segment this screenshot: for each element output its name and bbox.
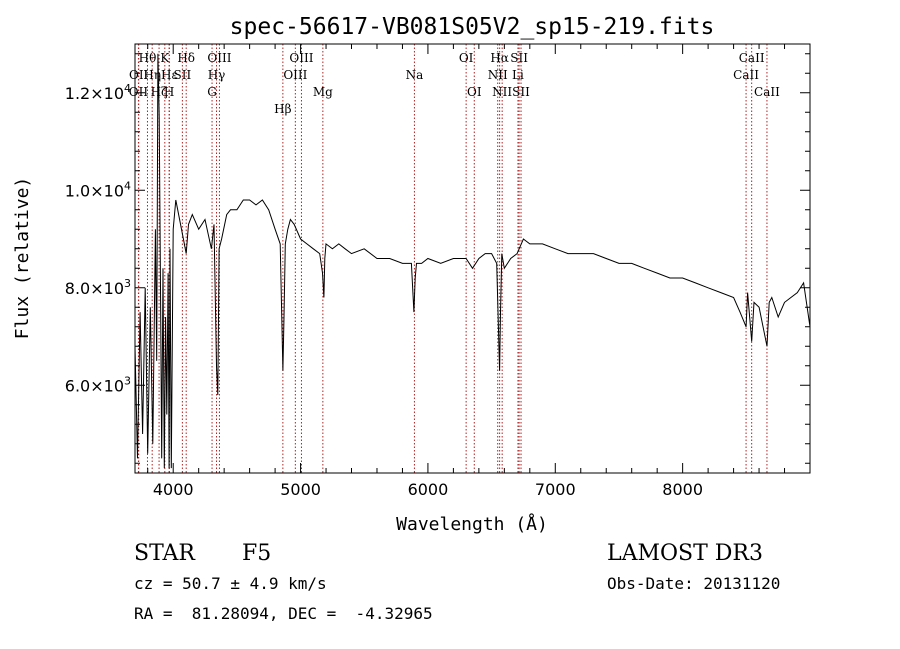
spectrum-line bbox=[134, 53, 811, 469]
line-label-14: OIII bbox=[283, 68, 307, 82]
line-label-8: Hε bbox=[161, 68, 178, 82]
line-label-20: NII bbox=[488, 68, 508, 82]
line-label-27: CaII bbox=[739, 51, 765, 65]
line-label-5: Hζ bbox=[151, 85, 168, 99]
line-label-4: Hη bbox=[143, 68, 161, 82]
line-labels: HβOIIOIIHθHηHζKHHεSIIHδGHγOIIIOIIIOIIIMg… bbox=[129, 51, 780, 116]
line-label-21: Hα bbox=[490, 51, 509, 65]
line-label-0: Hβ bbox=[274, 102, 291, 116]
line-label-7: H bbox=[164, 85, 174, 99]
line-markers bbox=[137, 44, 768, 473]
x-axis-label: Wavelength (Å) bbox=[396, 513, 548, 535]
line-label-17: Na bbox=[406, 68, 424, 82]
line-label-19: OI bbox=[467, 85, 482, 99]
y-axis-label: Flux (relative) bbox=[12, 177, 33, 340]
x-tick-label: 5000 bbox=[280, 480, 321, 499]
line-label-1: OII bbox=[129, 85, 149, 99]
y-tick-label: 6.0×103 bbox=[65, 374, 131, 395]
line-label-13: OIII bbox=[207, 51, 231, 65]
observation-date: Obs-Date: 20131120 bbox=[607, 574, 781, 593]
line-label-16: Mg bbox=[313, 85, 333, 99]
y-axis-ticks: 6.0×103 8.0×103 1.0×104 1.2×104 bbox=[65, 53, 810, 464]
line-label-24: SII bbox=[510, 51, 528, 65]
plot-frame bbox=[134, 43, 811, 474]
coordinates: RA = 81.28094, DEC = -4.32965 bbox=[134, 604, 433, 623]
object-class: STAR bbox=[134, 541, 195, 566]
line-label-28: CaII bbox=[754, 85, 780, 99]
line-label-12: Hγ bbox=[208, 68, 226, 82]
y-tick-label: 8.0×103 bbox=[65, 277, 131, 298]
line-label-18: OI bbox=[459, 51, 474, 65]
line-label-23: Li bbox=[512, 68, 524, 82]
survey-name: LAMOST DR3 bbox=[607, 541, 763, 566]
x-axis-ticks: 4000 5000 6000 7000 8000 bbox=[147, 44, 811, 499]
line-label-22: NII bbox=[492, 85, 512, 99]
y-tick-label: 1.2×104 bbox=[65, 82, 131, 103]
line-label-6: K bbox=[160, 51, 170, 65]
line-label-11: G bbox=[207, 85, 217, 99]
line-label-26: CaII bbox=[733, 68, 759, 82]
y-tick-label: 1.0×104 bbox=[65, 179, 131, 200]
line-label-10: Hδ bbox=[177, 51, 195, 65]
redshift-velocity: cz = 50.7 ± 4.9 km/s bbox=[134, 574, 327, 593]
line-label-25: SII bbox=[512, 85, 530, 99]
line-label-2: OII bbox=[129, 68, 149, 82]
x-tick-label: 4000 bbox=[153, 480, 194, 499]
x-tick-label: 7000 bbox=[535, 480, 576, 499]
line-label-9: SII bbox=[174, 68, 192, 82]
object-subclass: F5 bbox=[242, 541, 272, 566]
line-label-3: Hθ bbox=[139, 51, 157, 65]
chart-title: spec-56617-VB081S05V2_sp15-219.fits bbox=[230, 14, 715, 40]
line-label-15: OIII bbox=[289, 51, 313, 65]
x-tick-label: 8000 bbox=[662, 480, 703, 499]
x-tick-label: 6000 bbox=[408, 480, 449, 499]
